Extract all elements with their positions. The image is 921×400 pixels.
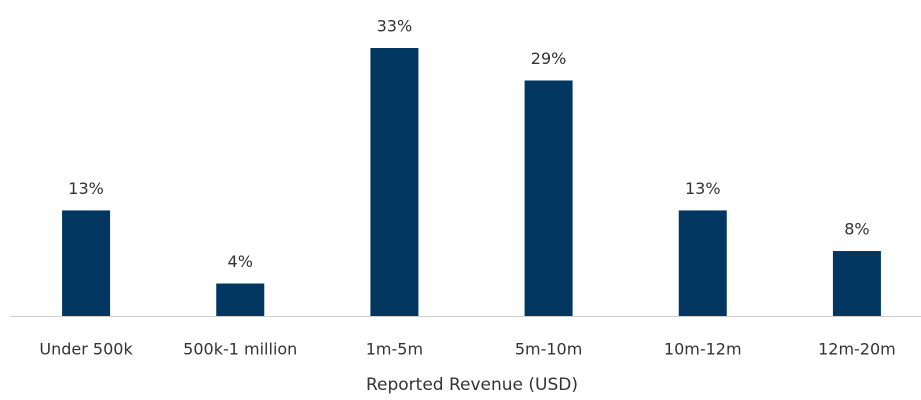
bar — [832, 251, 881, 316]
bar — [678, 210, 727, 316]
bar — [216, 283, 265, 316]
x-tick-label: 12m-20m — [818, 340, 896, 359]
bar — [524, 80, 573, 316]
x-tick-label: 1m-5m — [366, 340, 423, 359]
data-label: 13% — [685, 179, 721, 198]
bar — [370, 48, 419, 316]
data-label: 4% — [228, 252, 253, 271]
data-label: 29% — [531, 49, 567, 68]
bar — [62, 210, 111, 316]
x-tick-label: 10m-12m — [664, 340, 742, 359]
x-tick-label: 5m-10m — [515, 340, 582, 359]
x-tick-label: 500k-1 million — [183, 340, 297, 359]
data-label: 8% — [844, 220, 869, 239]
data-label: 13% — [68, 179, 104, 198]
x-tick-label: Under 500k — [39, 340, 133, 359]
data-label: 33% — [377, 17, 413, 36]
x-axis-title: Reported Revenue (USD) — [366, 375, 578, 395]
